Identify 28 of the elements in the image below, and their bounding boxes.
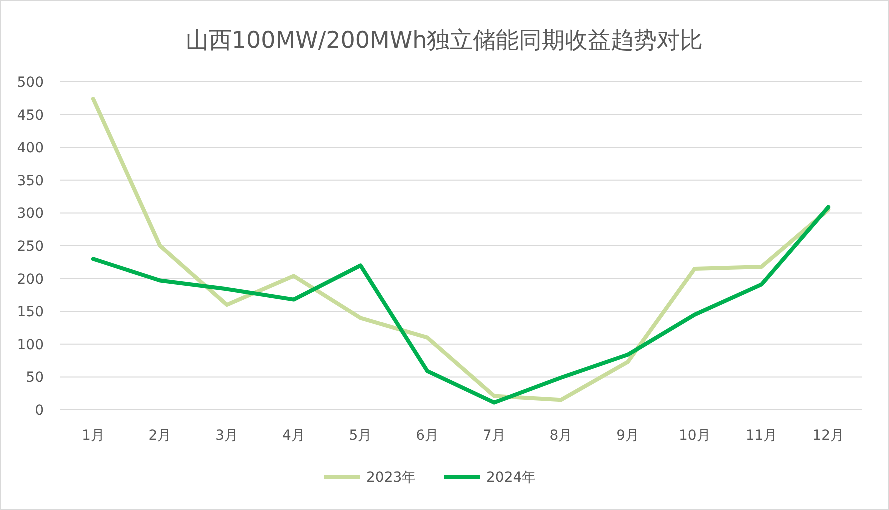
y-tick-label: 450 (17, 108, 44, 124)
line-series (91, 205, 831, 405)
x-tick-label: 10月 (679, 428, 711, 444)
y-tick-label: 150 (17, 304, 44, 321)
y-tick-label: 200 (17, 272, 44, 288)
y-tick-label: 350 (17, 173, 44, 190)
line-series (91, 97, 831, 402)
x-tick-label: 11月 (746, 428, 778, 444)
legend-label: 2024年 (486, 470, 536, 486)
x-tick-label: 8月 (550, 428, 573, 444)
y-tick-label: 500 (17, 75, 44, 91)
x-tick-label: 12月 (812, 428, 844, 444)
x-tick-label: 2月 (148, 428, 172, 444)
x-tick-label: 1月 (82, 428, 105, 444)
x-tick-label: 4月 (282, 428, 306, 444)
y-tick-label: 400 (17, 140, 44, 157)
y-tick-label: 0 (35, 403, 44, 419)
x-tick-label: 9月 (616, 428, 640, 444)
chart-title: 山西100MW/200MWh独立储能同期收益趋势对比 (186, 28, 704, 54)
x-tick-label: 5月 (349, 428, 372, 444)
x-tick-label: 7月 (482, 428, 506, 444)
y-tick-label: 300 (17, 206, 44, 222)
legend-label: 2023年 (366, 470, 416, 486)
x-tick-label: 6月 (416, 428, 440, 444)
y-tick-label: 100 (17, 337, 44, 354)
y-tick-label: 50 (26, 370, 44, 386)
y-tick-label: 250 (17, 239, 44, 255)
x-tick-label: 3月 (216, 428, 239, 444)
